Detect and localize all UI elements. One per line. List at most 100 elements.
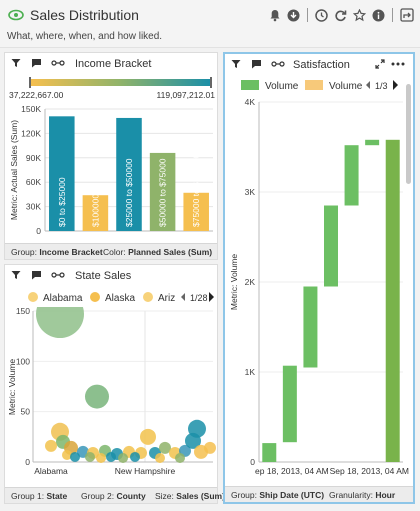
refresh-icon[interactable]	[334, 9, 347, 22]
range-min-label: 37,222,667.00	[9, 90, 64, 100]
x-tick-label: ep 18, 2013, 04 AM	[255, 466, 329, 476]
y-tick-label: 150	[16, 307, 30, 316]
legend-swatch-volume-green	[241, 80, 259, 90]
income-bracket-panel: Income Bracket 37,222,667.00 119,097,212…	[4, 52, 218, 260]
footer-granularity[interactable]: Granularity: Hour	[329, 490, 396, 500]
y-tick-label: 0	[36, 226, 41, 236]
legend-item-alabama[interactable]: Alabama	[43, 293, 83, 304]
footer-color[interactable]: Color: Planned Sales (Sum)	[103, 247, 213, 257]
bubble-22	[70, 451, 80, 462]
expand-icon[interactable]	[375, 59, 385, 69]
bubble-24	[96, 452, 106, 463]
filter-icon[interactable]	[11, 58, 21, 68]
footer-group1[interactable]: Group 1: State	[11, 491, 68, 501]
bar-2	[116, 117, 142, 231]
legend-item-arizona[interactable]: Ariz	[158, 293, 175, 304]
legend-page: 1/3	[375, 81, 388, 91]
comment-icon[interactable]	[251, 59, 262, 69]
scrollbar[interactable]	[406, 84, 411, 184]
panel-title: Satisfaction	[293, 59, 350, 71]
y-tick-label: 4K	[245, 97, 256, 107]
bar-label: $0 to $25000	[57, 177, 67, 227]
legend-swatch-arizona	[143, 292, 153, 302]
header-toolbar	[269, 8, 414, 22]
satisfaction-panel: Satisfaction Volume Volume 1/3 0 1K 2K 3K 4K…	[223, 52, 415, 504]
bubble-0	[36, 307, 84, 339]
bubble-20	[204, 441, 216, 454]
range-handle-left	[29, 77, 31, 88]
link-icon[interactable]	[51, 270, 65, 280]
bar-4	[183, 192, 209, 231]
panel-title: Income Bracket	[75, 58, 152, 70]
state-legend: Alabama Alaska Ariz 1/28	[28, 292, 214, 304]
waterfall-bar-0	[262, 443, 277, 462]
app-subtitle: What, where, when, and how liked.	[7, 31, 163, 42]
legend-next-arrow[interactable]	[393, 80, 398, 90]
link-icon[interactable]	[271, 59, 285, 69]
filter-icon[interactable]	[231, 59, 241, 69]
waterfall-bar-3	[324, 205, 338, 287]
footer-group2[interactable]: Group 2: County	[81, 491, 146, 501]
footer-size[interactable]: Size: Sales (Sum)	[155, 491, 225, 501]
panel-footer: Group 1: State Group 2: County Size: Sal…	[5, 487, 225, 503]
link-icon[interactable]	[51, 58, 65, 68]
eye-icon[interactable]	[8, 9, 24, 21]
comment-icon[interactable]	[31, 58, 42, 68]
star-icon[interactable]	[353, 8, 366, 22]
x-tick-label: New Hampshire	[115, 466, 176, 476]
legend-item-alaska[interactable]: Alaska	[105, 293, 135, 304]
clock-icon[interactable]	[315, 8, 328, 22]
waterfall-bar-1	[282, 365, 297, 443]
satisfaction-waterfall-chart: 0 1K 2K 3K 4K Metric: Volume ep 18, 2013, 04 A…	[229, 97, 409, 476]
bar-label: $50000 to $75000	[158, 158, 168, 227]
toolbar-separator	[392, 8, 393, 22]
bubble-29	[175, 452, 185, 463]
y-tick-label: 0	[250, 457, 255, 467]
y-tick-label: 2K	[245, 277, 256, 287]
more-icon[interactable]	[391, 62, 405, 66]
legend-prev-arrow[interactable]	[181, 293, 185, 301]
panel-title: State Sales	[75, 270, 132, 282]
legend-item-volume[interactable]: Volume	[265, 81, 299, 92]
x-tick-label: Sep 18, 2013, 04 AM	[330, 466, 409, 476]
range-max-label: 119,097,212.01	[157, 90, 216, 100]
footer-group[interactable]: Group: Ship Date (UTC)	[231, 490, 325, 500]
x-tick-label: Alabama	[34, 466, 68, 476]
waterfall-bar-4	[344, 145, 359, 206]
bubble-21	[62, 449, 72, 460]
bubble-25	[106, 451, 116, 462]
bubble-12	[140, 428, 156, 445]
bell-icon[interactable]	[269, 9, 281, 22]
y-tick-label: 50	[21, 407, 31, 417]
color-range-legend[interactable]: 37,222,667.00 119,097,212.01	[5, 75, 219, 101]
y-tick-label: 60K	[26, 177, 41, 187]
waterfall-bar-6	[385, 139, 400, 463]
info-icon[interactable]	[372, 9, 385, 22]
y-tick-label: 3K	[245, 187, 256, 197]
share-icon[interactable]	[400, 8, 414, 22]
bar-label: $100000 or more	[90, 162, 100, 227]
comment-icon[interactable]	[31, 270, 42, 280]
range-gradient-bar	[31, 79, 211, 86]
state-bubble-chart: 0 50 100 150 Metric: Volume Alabama New Hampsh…	[7, 307, 216, 476]
panel-footer: Group: Income Bracket Color: Planned Sal…	[5, 243, 217, 259]
panel-header: State Sales	[5, 265, 217, 287]
bar-0	[49, 116, 75, 231]
legend-item-volume-2[interactable]: Volume	[329, 81, 363, 92]
bubble-27	[130, 451, 140, 462]
y-tick-label: 30K	[26, 202, 41, 212]
waterfall-bar-2	[303, 286, 318, 368]
y-tick-label: 90K	[26, 153, 41, 163]
bar-label: $25000 to $50000	[124, 158, 134, 227]
legend-prev-arrow[interactable]	[366, 81, 370, 89]
panel-header: Income Bracket	[5, 53, 217, 75]
download-icon[interactable]	[287, 9, 300, 22]
legend-swatch-volume-orange	[305, 80, 323, 90]
bubble-26	[118, 452, 128, 463]
legend-next-arrow[interactable]	[209, 292, 214, 302]
bubble-4	[45, 439, 57, 452]
footer-group[interactable]: Group: Income Bracket	[11, 247, 103, 257]
bar-1	[82, 195, 109, 231]
filter-icon[interactable]	[11, 270, 21, 280]
